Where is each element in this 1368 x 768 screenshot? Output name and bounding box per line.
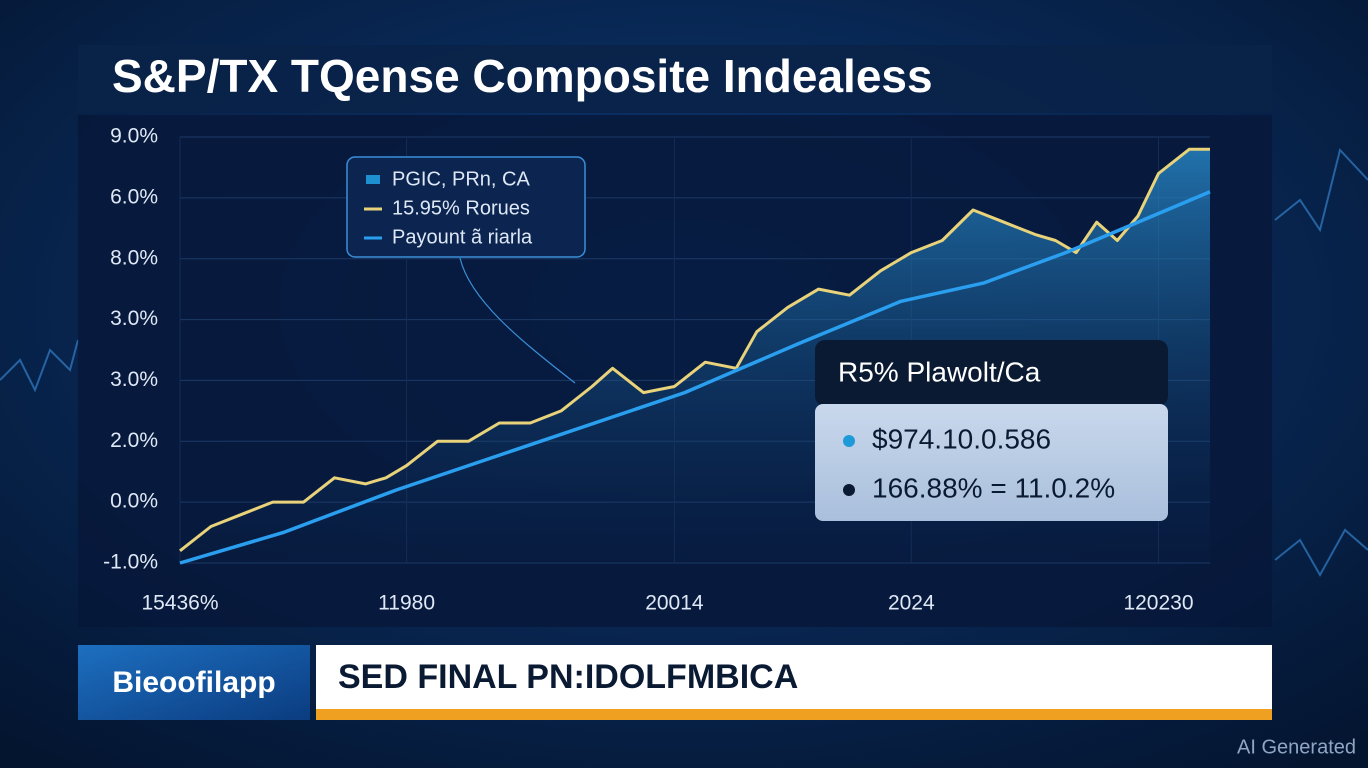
info-dot [843,435,855,447]
legend-pointer [459,257,576,384]
info-box-title: R5% Plawolt/Ca [838,356,1041,387]
legend-label: Payount ã riarla [392,226,533,248]
info-row: $974.10.0.586 [872,423,1051,454]
watermark: AI Generated [1237,736,1356,758]
y-tick-label: -1.0% [103,551,158,574]
x-tick-label: 2024 [888,592,935,615]
legend-label: 15.95% Rorues [392,197,530,219]
legend [346,156,586,258]
brand-box [78,645,310,720]
y-tick-label: 2.0% [110,429,158,452]
y-tick-label: 3.0% [110,368,158,391]
y-tick-label: 8.0% [110,246,158,269]
headline: SED FINAL PN:IDOLFMBICA [338,658,798,696]
y-tick-label: 3.0% [110,307,158,330]
decor-line [0,339,79,393]
info-dot [843,484,855,496]
info-row: 166.88% = 11.0.2% [872,472,1115,503]
headline-stripe [316,709,1272,720]
y-tick-label: 9.0% [110,125,158,148]
legend-swatch [366,175,380,184]
series-line [179,190,1211,565]
x-tick-label: 120230 [1123,592,1193,615]
y-tick-label: 0.0% [110,490,158,513]
x-tick-label: 20014 [645,592,704,615]
y-tick-label: 6.0% [110,185,158,208]
info-box-body [815,404,1168,521]
x-tick-label: 15436% [141,592,218,615]
brand: Bieoofilapp [112,666,275,699]
headline-box [316,645,1272,709]
decor-line [1274,147,1368,233]
x-tick-label: 11980 [378,592,435,615]
legend-items: PGIC, PRn, CA 15.95% Rorues Payount ã riar… [364,168,533,248]
legend-label: PGIC, PRn, CA [392,168,530,190]
chart-title: S&P/TX TQense Composite Indealess [112,50,933,102]
title-bar [78,45,1272,113]
decor-line [1274,528,1368,578]
info-box-header [815,340,1168,406]
